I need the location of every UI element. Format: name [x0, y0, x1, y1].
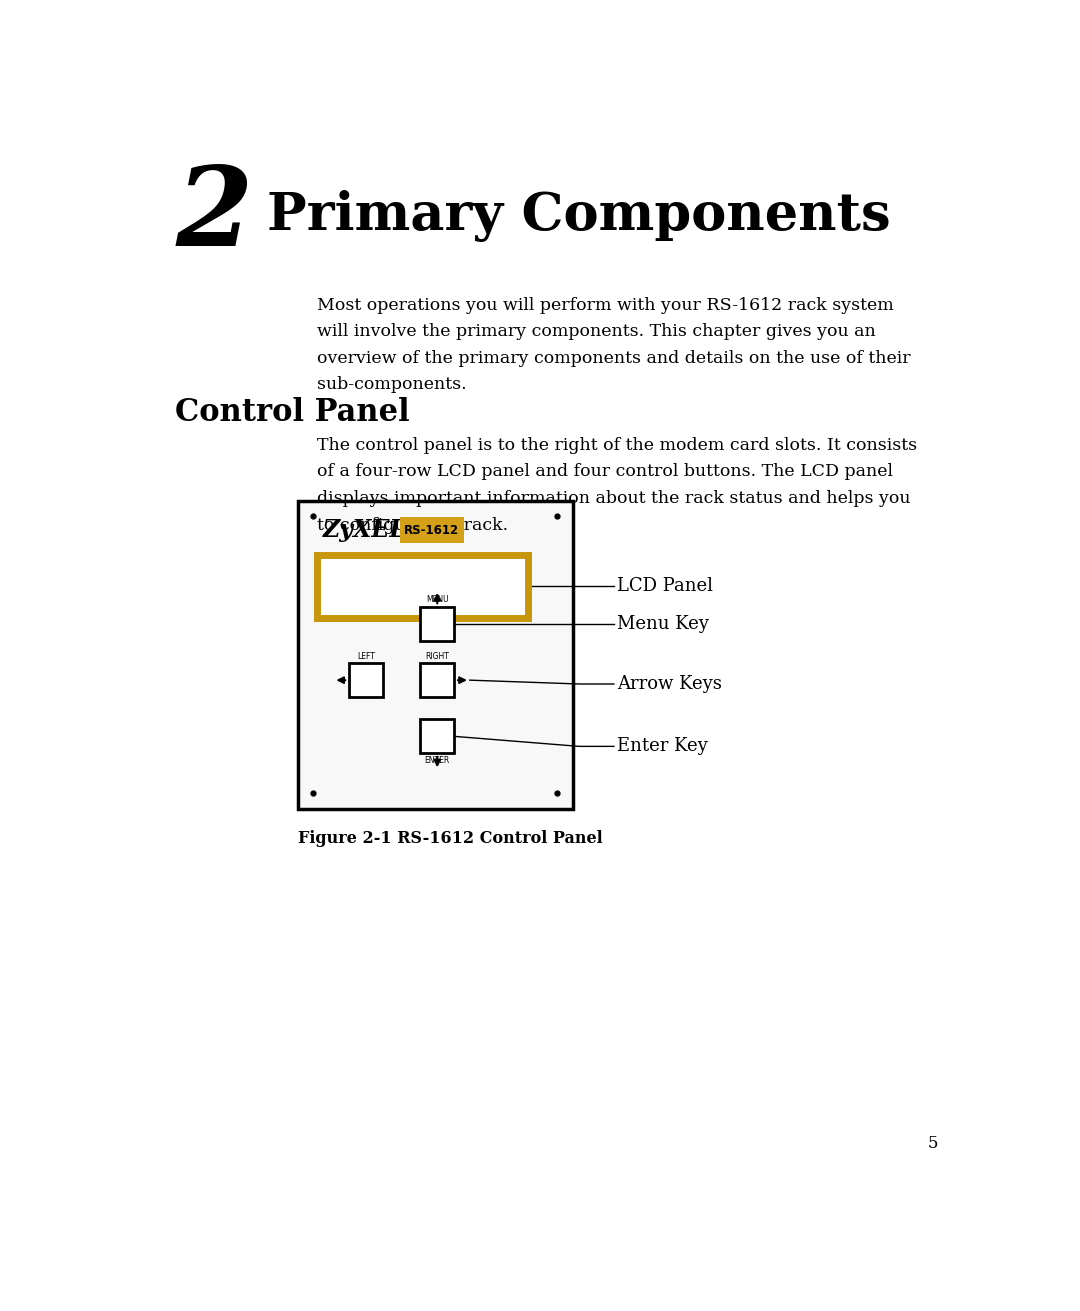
Text: Menu Key: Menu Key — [617, 615, 708, 633]
Bar — [298, 501, 572, 809]
Text: displays important information about the rack status and helps you: displays important information about the… — [318, 490, 910, 507]
Bar — [420, 607, 455, 641]
Text: LEFT: LEFT — [357, 652, 375, 661]
Bar — [420, 720, 455, 754]
Text: The control panel is to the right of the modem card slots. It consists: The control panel is to the right of the… — [318, 437, 917, 454]
Text: Control Panel: Control Panel — [175, 397, 410, 427]
Text: Arrow Keys: Arrow Keys — [617, 675, 721, 694]
Text: of a four-row LCD panel and four control buttons. The LCD panel: of a four-row LCD panel and four control… — [318, 463, 893, 480]
Text: sub-components.: sub-components. — [318, 376, 467, 393]
Text: Figure 2-1 RS-1612 Control Panel: Figure 2-1 RS-1612 Control Panel — [298, 830, 603, 847]
Bar — [400, 517, 463, 543]
Text: Primary Components: Primary Components — [267, 190, 890, 241]
Bar — [318, 555, 528, 617]
Bar — [420, 663, 455, 697]
Text: 2: 2 — [175, 163, 253, 270]
Text: overview of the primary components and details on the use of their: overview of the primary components and d… — [318, 350, 910, 367]
Text: Most operations you will perform with your RS-1612 rack system: Most operations you will perform with yo… — [318, 296, 894, 313]
Text: to configure the rack.: to configure the rack. — [318, 517, 509, 534]
Bar — [349, 663, 383, 697]
Text: RS-1612: RS-1612 — [404, 523, 459, 536]
Text: 5: 5 — [928, 1135, 939, 1152]
Text: LCD Panel: LCD Panel — [617, 577, 713, 595]
Text: MENU: MENU — [426, 595, 448, 604]
Text: ZyXEL: ZyXEL — [323, 518, 406, 541]
Text: will involve the primary components. This chapter gives you an: will involve the primary components. Thi… — [318, 324, 876, 341]
Text: ENTER: ENTER — [424, 756, 450, 766]
Text: RIGHT: RIGHT — [426, 652, 449, 661]
Text: Enter Key: Enter Key — [617, 737, 707, 755]
